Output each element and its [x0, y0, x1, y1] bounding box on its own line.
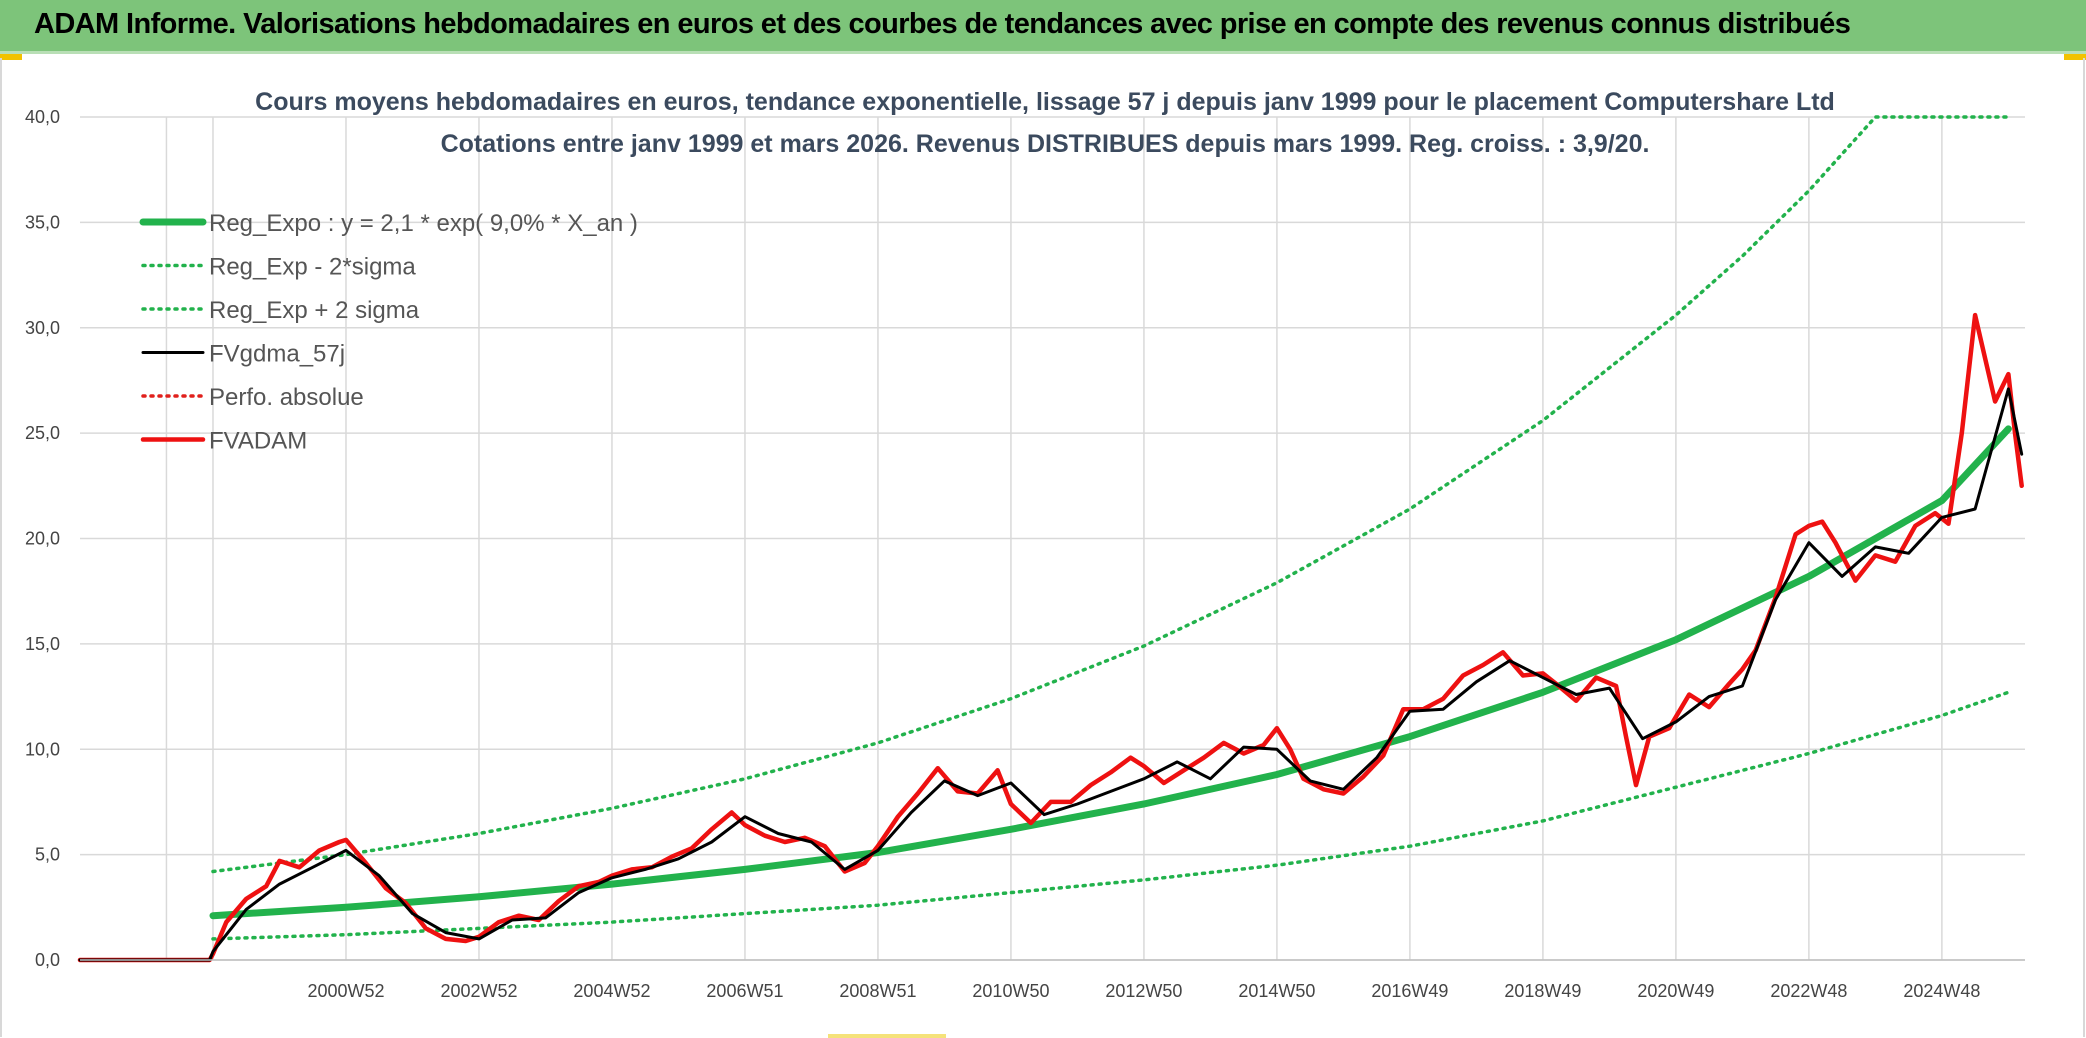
y-tick-label: 15,0 [25, 634, 60, 654]
x-tick-label: 2018W49 [1504, 981, 1581, 1001]
x-tick-label: 2014W50 [1238, 981, 1315, 1001]
y-tick-label: 30,0 [25, 318, 60, 338]
y-tick-label: 25,0 [25, 423, 60, 443]
x-tick-label: 2016W49 [1371, 981, 1448, 1001]
legend-label: Reg_Exp + 2 sigma [209, 297, 420, 324]
report-title: ADAM Informe. Valorisations hebdomadaire… [34, 8, 1851, 40]
y-tick-label: 40,0 [25, 107, 60, 127]
chart-title-line-1: Cours moyens hebdomadaires en euros, ten… [255, 88, 1835, 116]
x-tick-label: 2012W50 [1105, 981, 1182, 1001]
x-tick-label: 2024W48 [1903, 981, 1980, 1001]
chart-legend: Reg_Expo : y = 2,1 * exp( 9,0% * X_an ) R… [139, 210, 638, 455]
x-tick-label: 2010W50 [972, 981, 1049, 1001]
series-line-2 [211, 115, 2011, 874]
x-tick-label: 2004W52 [573, 981, 650, 1001]
legend-label: FVADAM [209, 428, 307, 455]
legend-label: Reg_Exp - 2*sigma [209, 254, 416, 281]
x-tick-label: 2000W52 [307, 981, 384, 1001]
y-tick-label: 10,0 [25, 739, 60, 759]
x-tick-label: 2022W48 [1770, 981, 1847, 1001]
series-line-5 [77, 312, 2024, 963]
report-banner: ADAM Informe. Valorisations hebdomadaire… [0, 0, 2086, 54]
axis-layer: 0,0 5,0 10,0 15,0 20,0 25,0 30,0 35,0 40,0 2000W5… [25, 107, 2025, 1001]
chart-frame [0, 58, 2085, 1037]
bottom-accent-mark [828, 1034, 946, 1038]
series-line-3 [78, 387, 2024, 962]
y-tick-label: 35,0 [25, 212, 60, 232]
x-tick-label: 2020W49 [1637, 981, 1714, 1001]
series-layer [77, 115, 2024, 963]
series-line-0 [209, 425, 2012, 920]
y-tick-label: 5,0 [35, 845, 60, 865]
series-line-1 [211, 690, 2011, 941]
chart-title: Cours moyens hebdomadaires en euros, ten… [255, 88, 1835, 158]
legend-label: FVgdma_57j [209, 341, 345, 368]
chart-title-line-2: Cotations entre janv 1999 et mars 2026. … [441, 130, 1650, 158]
x-tick-label: 2008W51 [839, 981, 916, 1001]
corner-mark-right [2064, 54, 2086, 60]
y-tick-label: 0,0 [35, 950, 60, 970]
x-tick-label: 2002W52 [440, 981, 517, 1001]
x-tick-label: 2006W51 [706, 981, 783, 1001]
y-tick-label: 20,0 [25, 529, 60, 549]
grid-layer [80, 116, 2025, 961]
corner-mark-left [0, 54, 22, 60]
legend-label: Perfo. absolue [209, 384, 364, 411]
legend-label: Reg_Expo : y = 2,1 * exp( 9,0% * X_an ) [209, 210, 638, 237]
